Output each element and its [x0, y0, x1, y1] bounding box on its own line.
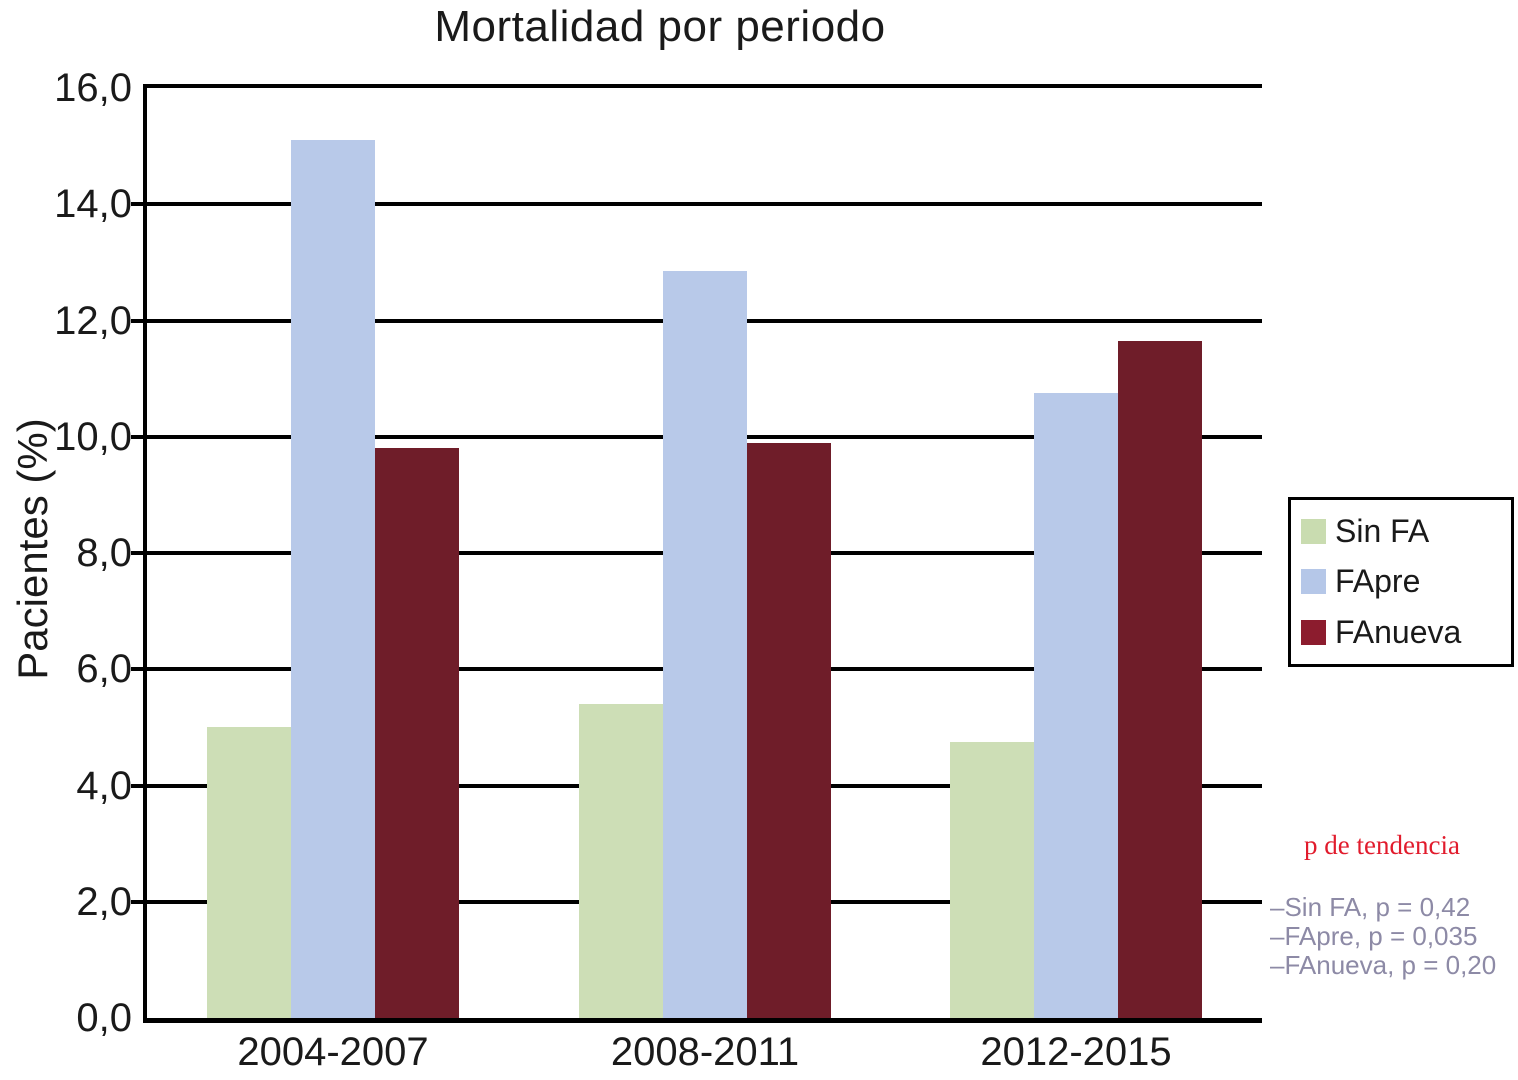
- legend-label: FApre: [1335, 563, 1421, 600]
- legend-item-fanueva: FAnueva: [1301, 614, 1511, 651]
- annotation-line-3: –FAnueva, p = 0,20: [1270, 950, 1497, 980]
- bar-sin-fa-2004-2007: [207, 727, 291, 1018]
- y-tick-label-6: 6,0: [76, 647, 132, 692]
- trend-annotation-title: p de tendencia: [1304, 830, 1460, 860]
- y-tick-label-0: 0,0: [76, 996, 132, 1040]
- bar-fanueva-2008-2011: [747, 442, 831, 1018]
- bar-fapre-2012-2015: [1034, 393, 1118, 1018]
- y-tick-label-14: 14,0: [54, 182, 132, 227]
- chart-title: Mortalidad por periodo: [434, 2, 886, 51]
- legend-label: Sin FA: [1335, 512, 1430, 549]
- y-tick-label-10: 10,0: [54, 414, 132, 459]
- bar-sin-fa-2012-2015: [950, 741, 1034, 1018]
- legend: Sin FA FApre FAnueva: [1288, 497, 1514, 667]
- y-tick-label-12: 12,0: [54, 298, 132, 343]
- bar-fapre-2008-2011: [663, 271, 747, 1018]
- bar-sin-fa-2008-2011: [579, 704, 663, 1018]
- plot-inner: [131, 88, 1262, 1018]
- legend-item-fapre: FApre: [1301, 563, 1511, 600]
- y-tick-mark: [131, 318, 143, 323]
- legend-swatch-icon: [1301, 569, 1326, 595]
- y-tick-label-2: 2,0: [76, 879, 132, 924]
- legend-swatch-icon: [1301, 518, 1326, 544]
- y-tick-label-4: 4,0: [76, 763, 132, 808]
- trend-annotation-lines: –Sin FA, p = 0,42 –FApre, p = 0,035 –FAnue…: [1270, 893, 1496, 980]
- y-tick-mark: [131, 667, 143, 672]
- gridline-y-14: [147, 202, 1262, 207]
- x-tick-label-2008-2011: 2008-2011: [610, 1030, 800, 1074]
- x-tick-label-2012-2015: 2012-2015: [980, 1030, 1172, 1074]
- y-tick-mark: [131, 202, 143, 207]
- legend-item-sin-fa: Sin FA: [1301, 513, 1511, 550]
- bar-fanueva-2012-2015: [1118, 340, 1202, 1018]
- x-tick-label-2004-2007: 2004-2007: [237, 1030, 429, 1074]
- legend-label: FAnueva: [1335, 614, 1462, 651]
- y-tick-label-8: 8,0: [76, 531, 132, 575]
- plot-area: [131, 84, 1262, 1023]
- y-tick-mark: [131, 899, 143, 904]
- y-tick-label-16: 16,0: [54, 66, 132, 110]
- annotation-line-2: –FApre, p = 0,035: [1270, 921, 1478, 951]
- legend-swatch-icon: [1301, 620, 1326, 646]
- y-tick-mark: [131, 783, 143, 788]
- bar-fanueva-2004-2007: [375, 448, 459, 1018]
- annotation-line-1: –Sin FA, p = 0,42: [1270, 892, 1471, 922]
- y-tick-mark: [131, 551, 143, 555]
- bar-fapre-2004-2007: [291, 140, 375, 1018]
- y-tick-mark: [131, 434, 143, 439]
